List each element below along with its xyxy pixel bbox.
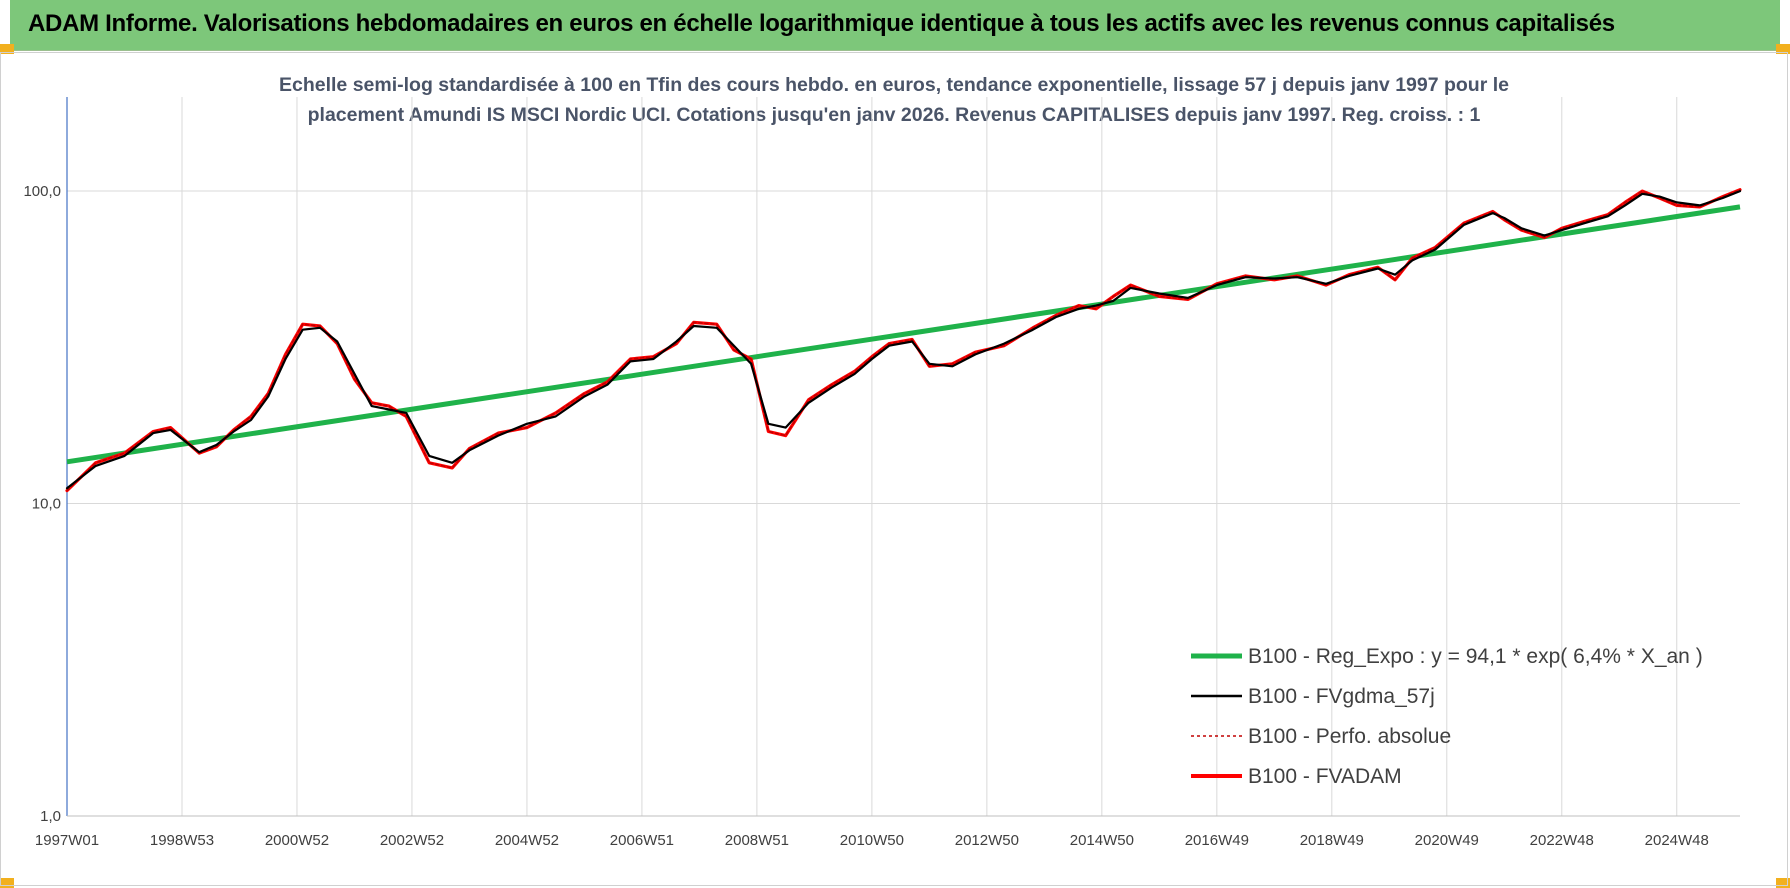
legend-fvgdma-label: B100 - FVgdma_57j [1248, 685, 1435, 708]
series-lines [65, 188, 1742, 493]
x-tick-label: 2020W49 [1415, 832, 1479, 849]
x-tick-label: 2008W51 [725, 832, 789, 849]
x-tick-label: 2004W52 [495, 832, 559, 849]
corner-marker-left [0, 44, 14, 54]
title-banner: ADAM Informe. Valorisations hebdomadaire… [10, 0, 1780, 51]
chart-subtitle-line-2: placement Amundi IS MSCI Nordic UCI. Cot… [308, 104, 1481, 126]
grid-lines [67, 97, 1740, 817]
legend: B100 - Reg_Expo : y = 94,1 * exp( 6,4% *… [1191, 645, 1703, 788]
corner-marker-right [1776, 44, 1790, 54]
x-tick-label: 2006W51 [610, 832, 674, 849]
x-tick-label: 2002W52 [380, 832, 444, 849]
y-tick-label: 1,0 [40, 808, 61, 825]
x-tick-label: 2010W50 [840, 832, 904, 849]
series-fvadam-line [65, 188, 1742, 493]
axes: 1,0 10,0 100,0 1997W01 1998W53 2000W52 2002W52… [23, 97, 1740, 849]
page-title: ADAM Informe. Valorisations hebdomadaire… [28, 10, 1615, 37]
legend-regression-label: B100 - Reg_Expo : y = 94,1 * exp( 6,4% *… [1248, 645, 1703, 668]
chart-subtitle-line-1: Echelle semi-log standardisée à 100 en T… [279, 74, 1509, 96]
x-tick-label: 2018W49 [1300, 832, 1364, 849]
x-tick-label: 2012W50 [955, 832, 1019, 849]
x-tick-label: 2014W50 [1070, 832, 1134, 849]
x-tick-label: 2024W48 [1645, 832, 1709, 849]
x-tick-label: 1998W53 [150, 832, 214, 849]
chart-area: Echelle semi-log standardisée à 100 en T… [0, 52, 1788, 886]
corner-marker-bottom-right [1776, 878, 1790, 888]
x-tick-label: 2022W48 [1530, 832, 1594, 849]
corner-marker-bottom-left [0, 878, 14, 888]
chart-svg: Echelle semi-log standardisée à 100 en T… [23, 74, 1742, 849]
x-tick-label: 2000W52 [265, 832, 329, 849]
series-fvgdma-57j-line [65, 190, 1742, 490]
regression-line [66, 204, 1741, 465]
x-tick-label: 2016W49 [1185, 832, 1249, 849]
legend-fvadam-label: B100 - FVADAM [1248, 765, 1402, 788]
y-tick-label: 10,0 [32, 496, 61, 513]
y-tick-label: 100,0 [23, 183, 61, 200]
x-tick-label: 1997W01 [35, 832, 99, 849]
legend-perfo-absolue-label: B100 - Perfo. absolue [1248, 725, 1451, 748]
